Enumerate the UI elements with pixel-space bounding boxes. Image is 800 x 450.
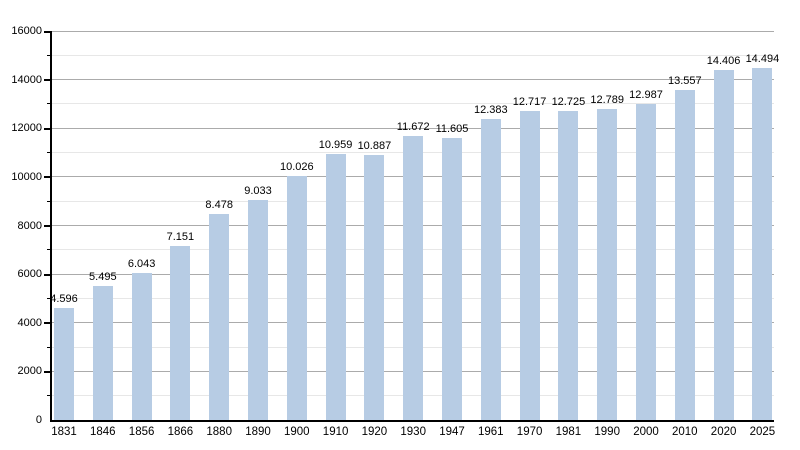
major-gridline [52,127,774,129]
y-axis-major-tick [44,176,50,179]
x-axis-tick-label: 1846 [90,426,116,438]
y-axis-minor-tick [47,103,50,105]
bar [209,213,230,420]
y-axis-tick-label: 0 [35,414,42,426]
y-axis-minor-tick [47,152,50,154]
bar-value-label: 12.725 [551,95,586,108]
bar-value-label: 10.887 [357,140,392,153]
minor-gridline [52,54,774,56]
x-axis-tick-label: 2020 [710,426,737,438]
plot-area: 0 2000 4000 6000 8000 10000 12000 14000 16000 4.5… [11,25,779,438]
bar-value-label: 14.406 [706,54,741,67]
bar-value-label: 13.557 [667,75,702,88]
bar-value-label: 10.026 [279,161,314,174]
bar [325,153,346,420]
bar-value-label: 10.959 [318,138,353,151]
y-axis-major-tick [44,225,50,227]
x-axis-tick-label: 1900 [284,426,310,438]
minor-gridline [52,103,774,105]
x-axis-tick-label: 2000 [633,426,659,438]
y-axis-tick-label: 4000 [17,316,42,329]
y-axis-minor-tick [47,395,50,397]
y-axis-minor-tick [47,200,50,202]
y-axis-minor-tick [47,54,50,56]
bar-value-label: 7.151 [166,231,195,244]
bar [170,246,191,420]
x-axis-tick-label: 2025 [749,426,776,438]
major-gridline [52,79,774,81]
x-axis-tick-label: 1970 [516,426,543,438]
bar-value-label: 12.789 [590,94,625,107]
x-axis-tick-label: 1890 [245,426,271,438]
bar-value-label: 4.596 [50,293,78,306]
bar [636,104,656,420]
bar [519,110,540,420]
bar [713,69,734,420]
bar [403,136,424,420]
y-axis-major-tick [44,127,50,130]
x-axis-tick-label: 1910 [322,426,349,438]
bar [92,286,113,420]
x-axis-tick-label: 1990 [594,426,620,438]
x-axis-tick-label: 1930 [400,426,426,438]
y-axis-tick-label: 10000 [11,170,42,183]
y-axis-minor-tick [47,249,50,251]
bar-value-label: 14.494 [745,52,780,65]
x-axis-tick-label: 1947 [439,426,465,438]
x-axis-tick-label: 1866 [167,426,194,438]
bar-value-label: 11.605 [435,122,469,135]
bar-value-label: 6.043 [127,258,156,271]
y-axis-major-tick [44,370,50,373]
bar [248,200,268,420]
y-axis-tick-label: 14000 [11,73,42,86]
bar [54,308,74,420]
bar-value-label: 12.717 [512,95,547,108]
bar-value-label: 12.383 [473,103,508,116]
y-axis-tick-label: 8000 [17,219,42,232]
x-axis-tick-label: 1831 [51,426,77,438]
bar-value-label: 5.495 [89,271,117,284]
bar-value-label: 8.478 [205,198,233,211]
bar-value-label: 9.033 [244,185,272,198]
y-axis-tick-label: 12000 [11,122,42,135]
x-axis-tick-label: 1856 [128,426,155,438]
bar [674,90,695,420]
x-axis-tick-label: 2010 [672,426,698,438]
y-axis-tick-label: 16000 [11,25,42,37]
y-axis-minor-tick [47,346,50,348]
major-gridline [52,30,774,32]
x-axis-tick-label: 1920 [361,426,388,438]
bar [364,155,385,420]
bar [558,110,579,420]
x-axis-tick-label: 1981 [555,426,582,438]
y-axis-major-tick [44,322,50,325]
x-axis-tick-label: 1961 [478,426,504,438]
bar [131,273,152,420]
bar-value-label: 12.987 [629,89,663,102]
y-axis-tick-label: 2000 [17,365,42,378]
y-axis-minor-tick [47,297,50,299]
bar [442,137,462,420]
bar [286,176,307,420]
bar [480,118,501,420]
bar [752,67,773,420]
bar [597,109,618,420]
bar-value-label: 11.672 [396,121,430,134]
y-axis-major-tick [44,30,50,33]
y-axis-major-tick [44,273,50,276]
x-axis-tick-label: 1880 [206,426,232,438]
y-axis-tick-label: 6000 [17,268,42,281]
y-axis-major-tick [44,79,50,82]
